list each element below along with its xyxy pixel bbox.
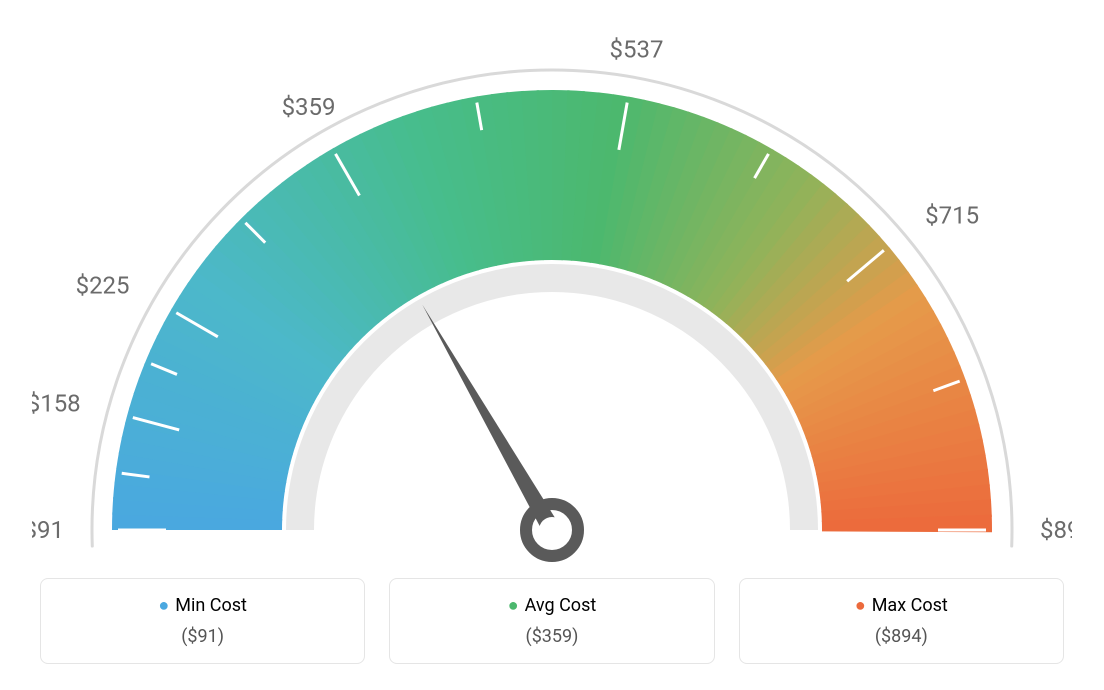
legend-dot-icon: ● bbox=[855, 595, 866, 616]
legend-dot-icon: ● bbox=[158, 595, 169, 616]
legend-label: Avg Cost bbox=[525, 595, 597, 616]
legend-row: ● Min Cost ($91) ● Avg Cost ($359) ● Max Cost ($… bbox=[30, 578, 1074, 664]
tick-label: $91 bbox=[32, 516, 64, 544]
legend-label: Min Cost bbox=[175, 595, 247, 616]
legend-value: ($91) bbox=[51, 626, 354, 647]
gauge-svg: $91 $158 $225 $359 $537 $715 $894 bbox=[32, 10, 1072, 570]
gauge-color-arc bbox=[112, 90, 992, 532]
gauge-needle bbox=[422, 305, 560, 535]
legend-card: ● Max Cost ($894) bbox=[739, 578, 1064, 664]
needle-base-hole bbox=[539, 517, 565, 543]
tick-label: $158 bbox=[32, 390, 81, 418]
tick-label: $537 bbox=[610, 35, 664, 63]
tick-label: $894 bbox=[1040, 516, 1072, 544]
legend-value: ($894) bbox=[750, 626, 1053, 647]
tick-label: $715 bbox=[925, 202, 979, 230]
legend-title: ● Min Cost bbox=[51, 595, 354, 616]
legend-dot-icon: ● bbox=[508, 595, 519, 616]
legend-title: ● Max Cost bbox=[750, 595, 1053, 616]
legend-label: Max Cost bbox=[872, 595, 948, 616]
legend-title: ● Avg Cost bbox=[400, 595, 703, 616]
gauge-chart: $91 $158 $225 $359 $537 $715 $894 bbox=[30, 10, 1074, 570]
legend-value: ($359) bbox=[400, 626, 703, 647]
tick-label: $359 bbox=[282, 93, 336, 121]
legend-card: ● Avg Cost ($359) bbox=[389, 578, 714, 664]
legend-card: ● Min Cost ($91) bbox=[40, 578, 365, 664]
tick-label: $225 bbox=[76, 272, 130, 300]
